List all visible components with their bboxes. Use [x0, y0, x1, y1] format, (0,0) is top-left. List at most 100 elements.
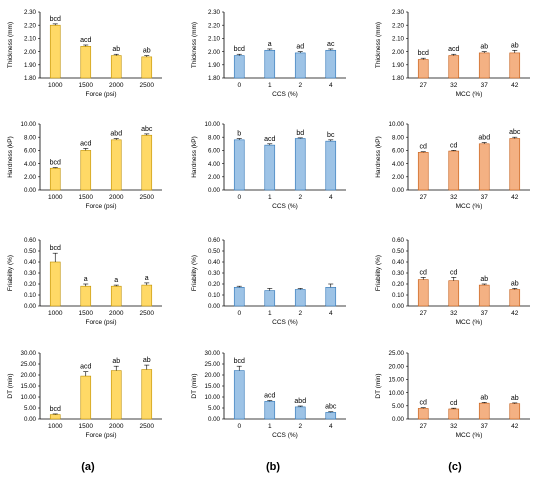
- y-tick-label: 0.40: [392, 259, 405, 266]
- data-label: bcd: [50, 160, 61, 167]
- y-tick-label: 10.00: [389, 390, 405, 397]
- y-tick-label: 6.00: [208, 148, 221, 155]
- x-tick-label: 42: [511, 310, 519, 317]
- y-tick-label: 1.80: [208, 75, 221, 82]
- bar: [417, 59, 429, 79]
- y-tick-label: 10.00: [389, 121, 405, 128]
- data-label: bcd: [50, 406, 61, 413]
- chart-c-thickness: 1.80 1.90 2.00 2.10 2.20 2.30 Thickness (mm) bc…: [375, 9, 530, 98]
- chart-b-thickness: 1.80 1.90 2.00 2.10 2.20 2.30 Thickness (mm) bc…: [191, 9, 346, 98]
- bar: [49, 24, 61, 79]
- x-tick-label: 37: [481, 310, 489, 317]
- bar: [80, 46, 92, 79]
- data-label: bd: [296, 130, 304, 137]
- y-tick-label: 2.10: [24, 36, 37, 43]
- y-tick-label: 0.30: [208, 270, 221, 277]
- bar: [325, 412, 337, 420]
- y-axis-label: Hardness (kP): [191, 136, 198, 178]
- bar: [80, 150, 92, 191]
- y-tick-label: 0.00: [24, 303, 37, 310]
- y-tick-label: 0.40: [208, 259, 221, 266]
- bar: [448, 150, 460, 191]
- x-tick-label: 2: [298, 423, 302, 430]
- y-tick-label: 8.00: [208, 134, 221, 141]
- data-label: bcd: [234, 46, 245, 53]
- bar: [325, 286, 337, 307]
- x-tick-label: 32: [450, 82, 458, 89]
- bar: [509, 138, 521, 191]
- x-axis-label: CCS (%): [272, 203, 298, 210]
- x-tick-label: 4: [329, 423, 333, 430]
- x-axis-label: Force (psi): [85, 91, 116, 98]
- y-tick-label: 2.00: [24, 174, 37, 181]
- x-tick-label: 1000: [48, 194, 63, 201]
- y-tick-label: 1.90: [392, 62, 405, 69]
- data-label: bcd: [234, 358, 245, 365]
- data-label: cd: [420, 269, 428, 276]
- bar: [80, 375, 92, 420]
- y-tick-label: 0.40: [24, 259, 37, 266]
- y-tick-label: 2.00: [208, 174, 221, 181]
- data-label: abd: [294, 398, 306, 405]
- bar: [233, 55, 245, 79]
- bar: [294, 406, 306, 420]
- x-tick-label: 4: [329, 82, 333, 89]
- y-tick-label: 2.10: [392, 36, 405, 43]
- data-label: abc: [509, 129, 521, 136]
- bar: [478, 52, 490, 79]
- bar: [110, 55, 122, 79]
- panel-label-a: (a): [81, 461, 95, 473]
- y-tick-label: 20.00: [21, 372, 37, 379]
- y-tick-label: 0.50: [24, 248, 37, 255]
- y-axis-label: DT (min): [7, 373, 14, 398]
- bar: [233, 139, 245, 191]
- y-tick-label: 20.00: [389, 363, 405, 370]
- y-tick-label: 1.80: [392, 75, 405, 82]
- x-tick-label: 2000: [109, 194, 124, 201]
- data-label: b: [237, 131, 241, 138]
- x-tick-label: 0: [237, 82, 241, 89]
- y-tick-label: 2.30: [208, 9, 221, 16]
- chart-c-dt: 0.00 5.00 10.00 15.00 20.00 25.00 DT (min) cd 27…: [375, 350, 530, 439]
- data-label: ab: [480, 276, 488, 283]
- x-tick-label: 1000: [48, 82, 63, 89]
- x-tick-label: 42: [511, 423, 519, 430]
- y-tick-label: 0.00: [208, 416, 221, 423]
- y-axis-label: DT (min): [375, 373, 382, 398]
- data-label: bcd: [418, 50, 429, 57]
- x-tick-label: 2500: [140, 310, 155, 317]
- panel-label-b: (b): [265, 461, 281, 473]
- y-tick-label: 4.00: [208, 161, 221, 168]
- bar: [49, 261, 61, 307]
- y-tick-label: 10.00: [21, 121, 37, 128]
- data-label: ab: [143, 357, 151, 364]
- bar: [141, 56, 153, 79]
- bar: [110, 370, 122, 420]
- data-label: a: [145, 275, 149, 282]
- data-label: ab: [480, 394, 488, 401]
- y-axis-label: DT (min): [191, 373, 198, 398]
- data-label: acd: [264, 393, 275, 400]
- y-tick-label: 0.00: [24, 187, 37, 194]
- chart-b-friability: 0.00 0.10 0.20 0.30 0.40 0.50 0.60 Friability (…: [191, 237, 346, 326]
- data-label: cd: [420, 144, 428, 151]
- y-tick-label: 2.10: [208, 36, 221, 43]
- data-label: acd: [80, 37, 91, 44]
- x-tick-label: 2500: [140, 423, 155, 430]
- bar: [264, 401, 276, 420]
- x-tick-label: 1: [268, 310, 272, 317]
- x-axis-label: CCS (%): [272, 91, 298, 98]
- data-label: bcd: [50, 245, 61, 252]
- y-tick-label: 1.90: [24, 62, 37, 69]
- y-tick-label: 1.90: [208, 62, 221, 69]
- data-label: acd: [80, 140, 91, 147]
- y-axis-label: Thickness (mm): [191, 22, 198, 68]
- y-tick-label: 2.30: [392, 9, 405, 16]
- y-tick-label: 0.60: [392, 237, 405, 244]
- x-tick-label: 2000: [109, 423, 124, 430]
- x-tick-label: 37: [481, 194, 489, 201]
- x-tick-label: 27: [420, 310, 428, 317]
- y-tick-label: 0.00: [392, 416, 405, 423]
- y-axis-label: Hardness (kP): [375, 136, 382, 178]
- y-tick-label: 0.60: [208, 237, 221, 244]
